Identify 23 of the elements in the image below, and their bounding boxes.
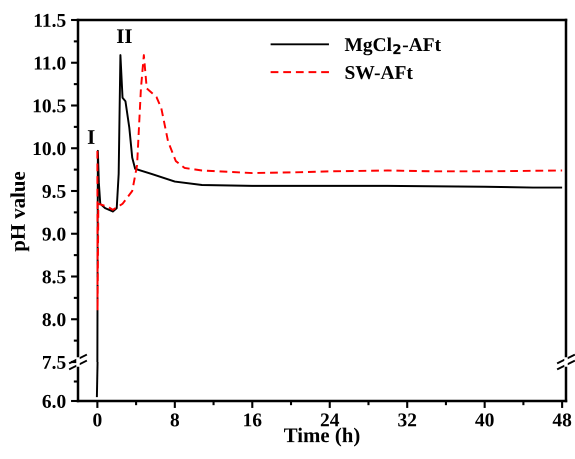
y-tick-label: 11.5 [34,14,66,28]
y-tick-label: 10.5 [34,99,66,113]
x-tick-label: 32 [398,413,416,426]
y-tick-label: 8.5 [42,270,66,284]
y-tick-label: 9.0 [42,228,66,241]
y-tick-label: 10.0 [34,142,66,156]
x-tick-label: 16 [244,413,262,426]
y-tick-label: 8.0 [42,313,66,326]
y-tick-label: 9.5 [42,184,66,198]
y-axis-title: pH value [10,172,30,252]
x-tick-label: 8 [170,413,180,426]
x-axis-title: Time (h) [284,428,360,447]
y-tick-label: 11.0 [34,56,66,70]
y-tick-label: 7.5 [43,356,66,370]
annotation: II [116,29,132,44]
annotation: I [88,130,95,144]
x-tick-label: 0 [93,413,102,426]
legend-label: SW-AFt [346,66,413,80]
x-tick-label: 40 [475,413,494,426]
x-tick-label: 48 [552,413,572,426]
y-tick-label: 6.0 [42,394,66,408]
legend-label: MgCl$_{2}$-AFt [344,38,441,56]
x-tick-label: 24 [320,413,340,426]
